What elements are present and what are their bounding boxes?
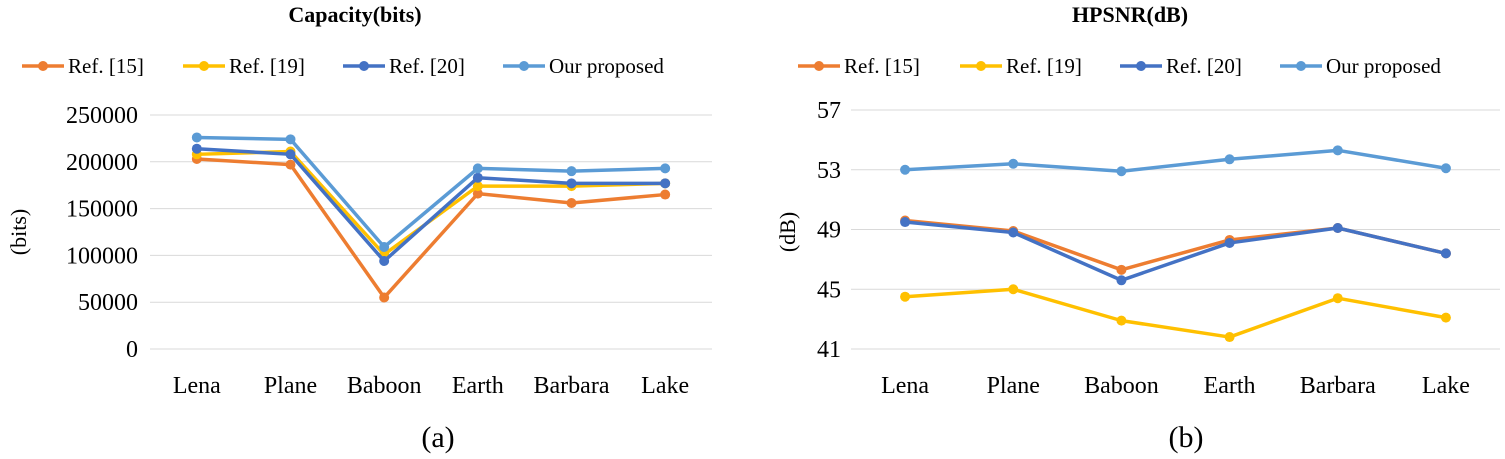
capacity-y-tick-label: 0	[126, 337, 138, 363]
hpsnr-y-tick-label: 57	[817, 98, 841, 124]
capacity-legend-label: Ref. [15]	[68, 54, 144, 78]
capacity-series-line	[196, 157, 666, 300]
capacity-data-point	[472, 188, 483, 199]
hpsnr-data-point	[1440, 312, 1451, 323]
hpsnr-chart: HPSNR(dB) (dB) (b) 41 45 49 53 57 Lena Plane Ba…	[775, 2, 1500, 454]
hpsnr-data-point	[1332, 145, 1343, 156]
capacity-y-axis-label: (bits)	[6, 209, 31, 255]
hpsnr-data-point	[1224, 154, 1235, 165]
hpsnr-legend-label: Ref. [19]	[1006, 54, 1082, 78]
capacity-legend-marker	[519, 61, 529, 71]
capacity-data-point	[660, 178, 671, 189]
capacity-data-point	[566, 197, 577, 208]
hpsnr-series-line	[904, 148, 1447, 173]
capacity-data-point	[472, 163, 483, 174]
hpsnr-data-point	[1332, 223, 1343, 234]
capacity-legend-marker	[38, 61, 48, 71]
capacity-x-tick-label: Lake	[641, 373, 689, 399]
hpsnr-data-point	[1008, 227, 1019, 238]
hpsnr-y-axis-label: (dB)	[775, 212, 800, 252]
capacity-legend-marker	[359, 61, 369, 71]
capacity-x-tick-label: Baboon	[347, 373, 422, 399]
hpsnr-data-point	[900, 164, 911, 175]
capacity-data-point	[660, 189, 671, 200]
hpsnr-data-point	[1008, 284, 1019, 295]
hpsnr-x-tick-label: Lake	[1422, 373, 1470, 399]
capacity-data-point	[472, 172, 483, 183]
capacity-data-point	[285, 149, 296, 160]
capacity-x-tick-label: Earth	[452, 373, 504, 399]
capacity-series-line	[196, 146, 666, 263]
capacity-data-point	[191, 132, 202, 143]
capacity-data-point	[660, 163, 671, 174]
hpsnr-data-point	[1116, 275, 1127, 286]
capacity-y-tick-label: 200000	[66, 150, 138, 176]
capacity-x-tick-label: Plane	[264, 373, 317, 399]
hpsnr-legend-label: Our proposed	[1326, 54, 1441, 78]
hpsnr-series-line	[904, 220, 1447, 283]
capacity-data-point	[285, 134, 296, 145]
capacity-series-line	[196, 135, 666, 249]
hpsnr-legend-label: Ref. [20]	[1166, 54, 1242, 78]
capacity-data-point	[379, 292, 390, 303]
capacity-data-point	[566, 178, 577, 189]
capacity-data-point	[379, 256, 390, 267]
hpsnr-chart-title: HPSNR(dB)	[1072, 2, 1188, 27]
capacity-chart-caption: (a)	[421, 421, 454, 454]
capacity-legend-label: Ref. [20]	[389, 54, 465, 78]
hpsnr-data-point	[900, 217, 911, 228]
hpsnr-x-tick-label: Baboon	[1084, 373, 1159, 399]
hpsnr-data-point	[1008, 158, 1019, 169]
hpsnr-data-point	[1116, 166, 1127, 177]
hpsnr-data-point	[1224, 237, 1235, 248]
hpsnr-data-point	[1440, 248, 1451, 259]
capacity-legend-label: Ref. [19]	[229, 54, 305, 78]
capacity-legend-marker	[199, 61, 209, 71]
capacity-x-tick-label: Lena	[173, 373, 221, 399]
hpsnr-x-tick-label: Earth	[1204, 373, 1256, 399]
hpsnr-legend-label: Ref. [15]	[844, 54, 920, 78]
hpsnr-data-point	[1440, 163, 1451, 174]
capacity-data-point	[379, 241, 390, 252]
hpsnr-data-point	[1116, 264, 1127, 275]
hpsnr-x-tick-label: Barbara	[1300, 373, 1376, 399]
hpsnr-data-point	[1224, 332, 1235, 343]
capacity-series-line	[196, 149, 666, 257]
hpsnr-x-tick-label: Lena	[881, 373, 929, 399]
hpsnr-y-tick-label: 53	[817, 158, 841, 184]
capacity-data-point	[191, 143, 202, 154]
capacity-data-point	[285, 159, 296, 170]
capacity-y-tick-label: 50000	[78, 290, 138, 316]
capacity-y-tick-label: 100000	[66, 243, 138, 269]
hpsnr-legend-marker	[976, 61, 986, 71]
hpsnr-y-tick-label: 49	[817, 218, 841, 244]
capacity-data-point	[566, 166, 577, 177]
capacity-data-point	[472, 181, 483, 192]
hpsnr-legend-marker	[1296, 61, 1306, 71]
hpsnr-y-tick-label: 41	[817, 337, 841, 363]
capacity-y-tick-label: 150000	[66, 197, 138, 223]
capacity-x-tick-label: Barbara	[534, 373, 610, 399]
hpsnr-y-tick-label: 45	[817, 277, 841, 303]
hpsnr-chart-caption: (b)	[1169, 421, 1204, 454]
capacity-y-tick-label: 250000	[66, 103, 138, 129]
capacity-chart: Capacity(bits) (bits) (a) 0 50000 100000 15…	[6, 2, 712, 454]
hpsnr-x-tick-label: Plane	[987, 373, 1040, 399]
hpsnr-legend-marker	[814, 61, 824, 71]
capacity-legend-label: Our proposed	[549, 54, 664, 78]
hpsnr-legend-marker	[1136, 61, 1146, 71]
hpsnr-data-point	[1332, 293, 1343, 304]
capacity-chart-title: Capacity(bits)	[288, 2, 421, 27]
hpsnr-data-point	[1116, 315, 1127, 326]
hpsnr-series-line	[904, 287, 1447, 339]
hpsnr-data-point	[900, 291, 911, 302]
